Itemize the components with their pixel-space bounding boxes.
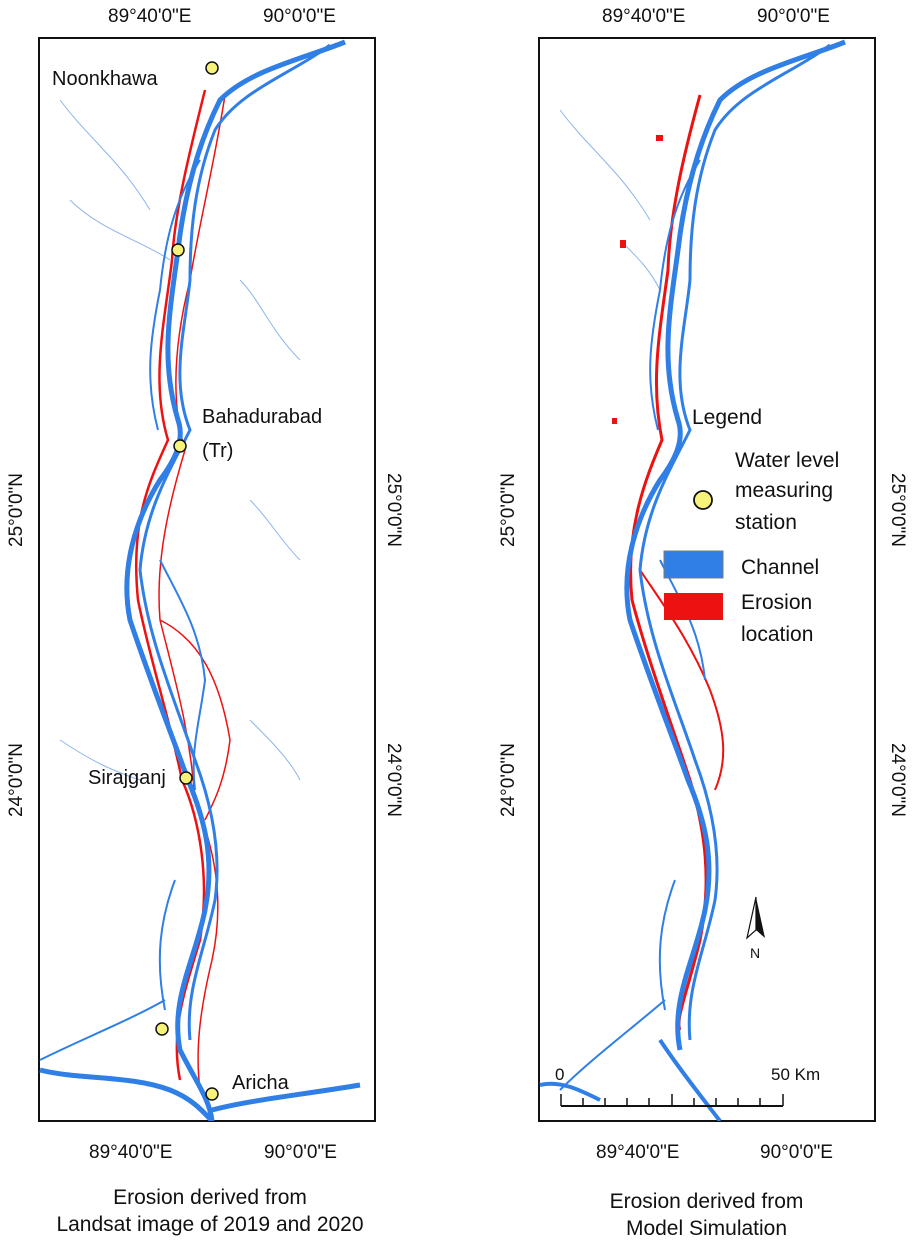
legend-station-label: station [735, 511, 797, 534]
scale-start-label: 0 [555, 1065, 564, 1084]
legend-erosion-label: location [741, 623, 813, 646]
station-sirajganj: Sirajganj [88, 767, 193, 789]
station-aricha: Aricha [205, 1072, 290, 1101]
station-circle-icon [205, 1087, 219, 1101]
north-arrow-icon: N [746, 896, 765, 961]
right-top-tick-1: 89°40'0"E [602, 6, 685, 27]
station-bahadurabad: Bahadurabad (Tr) [173, 406, 322, 462]
right-right-tick-2: 24°0'0"N [887, 743, 908, 817]
right-bottom-tick-1: 89°40'0"E [596, 1142, 679, 1163]
right-map-frame [538, 37, 876, 1122]
right-caption-line-2: Model Simulation [625, 1217, 788, 1240]
left-map-panel [38, 37, 376, 1122]
left-caption: Erosion derived from Landsat image of 20… [0, 1184, 420, 1238]
station-circle-icon [171, 243, 185, 257]
station-label: Aricha [232, 1072, 290, 1094]
station-circle-icon [179, 771, 193, 785]
left-river-network [39, 39, 361, 1121]
left-left-tick-1: 25°0'0"N [6, 473, 27, 547]
station-label: Noonkhawa [52, 68, 159, 90]
legend-station-label: measuring [735, 479, 833, 502]
left-caption-line-2: Landsat image of 2019 and 2020 [56, 1213, 364, 1236]
right-right-tick-1: 25°0'0"N [887, 473, 908, 547]
right-left-tick-2: 24°0'0"N [498, 743, 519, 817]
station-label: Sirajganj [88, 767, 166, 789]
right-caption-line-1: Erosion derived from [609, 1190, 804, 1213]
legend-station-label: Water level [735, 449, 839, 472]
right-top-tick-2: 90°0'0"E [757, 6, 830, 27]
legend-title: Legend [692, 406, 762, 429]
station-circle-icon [173, 439, 187, 453]
station-label-suffix: (Tr) [202, 440, 233, 462]
legend: Legend Water level measuring station Cha… [663, 406, 839, 646]
station-circle-icon [693, 490, 713, 510]
station-circle-icon [155, 1022, 169, 1036]
station-unnamed-2 [155, 1022, 169, 1036]
station-label: Bahadurabad [202, 406, 322, 428]
left-bottom-tick-1: 89°40'0"E [89, 1142, 172, 1163]
left-top-tick-2: 90°0'0"E [263, 6, 336, 27]
station-unnamed-1 [171, 243, 185, 257]
scale-bar: 0 50 Km [555, 1065, 820, 1107]
station-noonkhawa: Noonkhawa [52, 61, 219, 90]
right-bottom-tick-2: 90°0'0"E [760, 1142, 833, 1163]
legend-erosion-swatch [664, 593, 723, 620]
right-river-network [539, 39, 846, 1121]
left-right-tick-1: 25°0'0"N [383, 473, 404, 547]
left-bottom-tick-2: 90°0'0"E [264, 1142, 337, 1163]
station-circle-icon [205, 61, 219, 75]
legend-channel-swatch [663, 550, 724, 579]
left-map-frame [38, 37, 376, 1122]
right-caption: Erosion derived from Model Simulation [500, 1188, 913, 1242]
left-caption-line-1: Erosion derived from [113, 1186, 307, 1209]
left-right-tick-2: 24°0'0"N [383, 743, 404, 817]
right-left-tick-1: 25°0'0"N [498, 473, 519, 547]
north-label: N [750, 945, 760, 961]
scale-end-label: 50 Km [771, 1065, 820, 1084]
legend-erosion-label: Erosion [741, 591, 812, 614]
right-map-panel [538, 37, 876, 1122]
left-left-tick-2: 24°0'0"N [6, 743, 27, 817]
legend-channel-label: Channel [741, 556, 819, 579]
left-top-tick-1: 89°40'0"E [108, 6, 191, 27]
